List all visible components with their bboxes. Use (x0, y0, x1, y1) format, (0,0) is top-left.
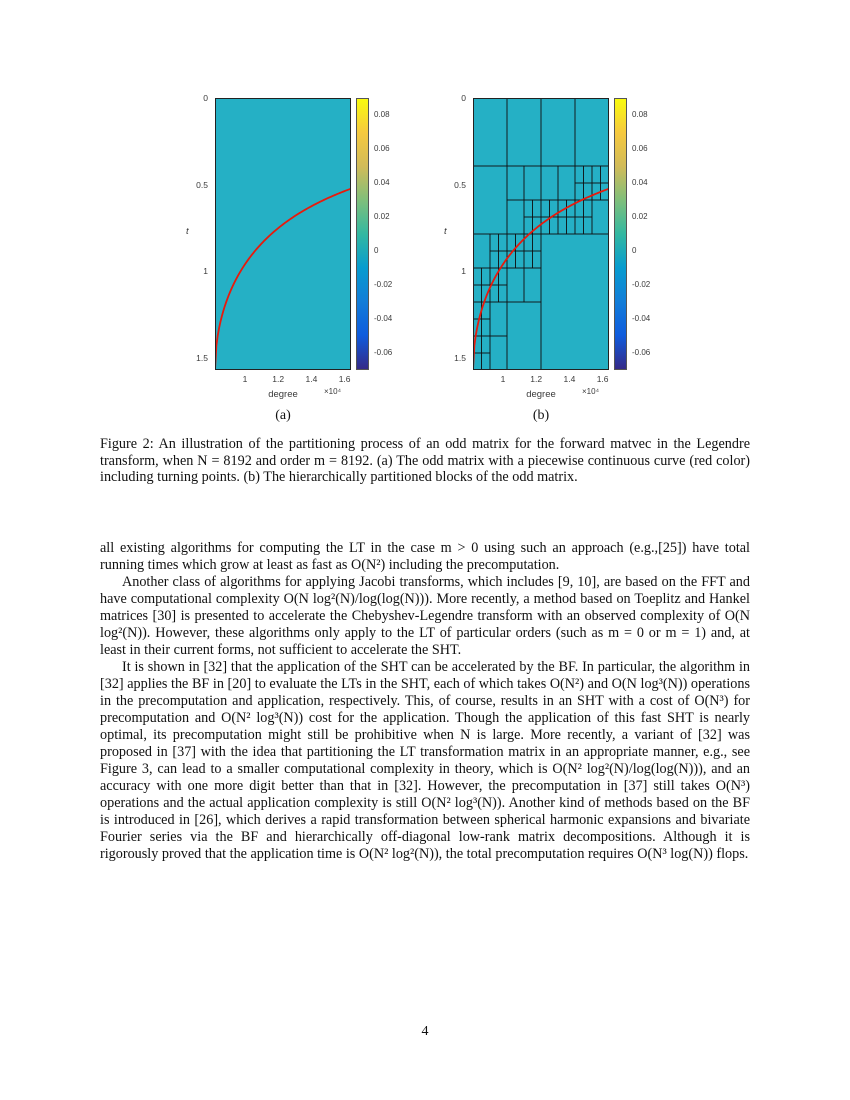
y-tick-label: 0 (203, 93, 208, 103)
x-axis-label: degree (268, 389, 298, 400)
x-tick-label: 1.2 (530, 374, 543, 384)
x-tick-label: 1 (500, 374, 506, 384)
colorbar-tick-label: -0.06 (632, 348, 651, 357)
turning-point-curve (215, 187, 351, 370)
matrix-plot-a (215, 98, 351, 370)
y-axis-label: t (444, 226, 447, 237)
paragraph: Another class of algorithms for applying… (100, 574, 750, 658)
subfigure-a-label: (a) (275, 408, 291, 423)
colorbar-tick-label: -0.02 (374, 280, 393, 289)
colorbar-tick-label: -0.02 (632, 280, 651, 289)
colorbar-tick-label: 0 (632, 246, 637, 255)
subfigure-b-label: (b) (532, 408, 550, 423)
x-tick-label: 1.4 (305, 374, 318, 384)
colorbar-tick-label: 0 (374, 246, 379, 255)
colorbar (356, 98, 369, 370)
x-tick-label: 1.6 (596, 374, 609, 384)
colorbar-tick-label: -0.04 (632, 314, 651, 323)
colorbar-ticks: 0.08 0.06 0.04 0.02 0 -0.02 -0.04 -0.06 (374, 98, 408, 370)
y-tick-label: 1 (461, 266, 466, 277)
colorbar-tick-label: -0.06 (374, 348, 393, 357)
x-axis-exponent: ×10⁴ (324, 387, 342, 396)
x-axis-label: degree (526, 389, 556, 400)
x-axis-ticks: 1 1.2 1.4 1.6 (473, 374, 609, 386)
x-axis-exponent: ×10⁴ (582, 387, 600, 396)
colorbar-tick-label: 0.02 (632, 212, 648, 221)
colorbar-tick-label: 0.02 (374, 212, 390, 221)
y-axis-ticks: 0 0.5 1 1.5 (443, 93, 469, 370)
colorbar (614, 98, 627, 370)
colorbar-tick-label: 0.04 (632, 178, 648, 187)
x-tick-label: 1.2 (272, 374, 285, 384)
y-axis-ticks: 0 0.5 1 1.5 (185, 93, 211, 370)
figure-2: t 0 0.5 1 1.5 0.08 0.06 0.04 0.02 0 -0.02 -0.04 -0… (0, 90, 850, 425)
matrix-plot-b (473, 98, 609, 370)
subfigure-a: t 0 0.5 1 1.5 0.08 0.06 0.04 0.02 0 -0.02 -0.04 -0… (185, 90, 407, 425)
turning-point-curve (473, 187, 609, 370)
x-tick-label: 1.6 (338, 374, 351, 384)
colorbar-tick-label: 0.06 (374, 144, 390, 153)
paragraph: all existing algorithms for computing th… (100, 540, 750, 573)
x-tick-label: 1 (242, 374, 248, 384)
y-axis-label: t (186, 226, 189, 237)
x-axis-ticks: 1 1.2 1.4 1.6 (215, 374, 351, 386)
x-tick-label: 1.4 (563, 374, 576, 384)
y-tick-label: 1 (203, 266, 208, 277)
colorbar-ticks: 0.08 0.06 0.04 0.02 0 -0.02 -0.04 -0.06 (632, 98, 666, 370)
colorbar-tick-label: 0.08 (374, 110, 390, 119)
figure-caption: Figure 2: An illustration of the partiti… (100, 436, 750, 486)
colorbar-tick-label: 0.06 (632, 144, 648, 153)
colorbar-tick-label: -0.04 (374, 314, 393, 323)
body-text: all existing algorithms for computing th… (100, 540, 750, 863)
y-tick-label: 1.5 (454, 352, 466, 363)
subfigure-b: t 0 0.5 1 1.5 0.08 0.06 0.04 0.02 0 -0.02 -0.04 -0… (443, 90, 665, 425)
paragraph: It is shown in [32] that the application… (100, 659, 750, 862)
y-tick-label: 1.5 (196, 352, 208, 363)
y-tick-label: 0.5 (196, 179, 208, 190)
y-tick-label: 0 (461, 93, 466, 103)
colorbar-tick-label: 0.04 (374, 178, 390, 187)
page-number: 4 (421, 1024, 429, 1039)
colorbar-tick-label: 0.08 (632, 110, 648, 119)
y-tick-label: 0.5 (454, 179, 466, 190)
